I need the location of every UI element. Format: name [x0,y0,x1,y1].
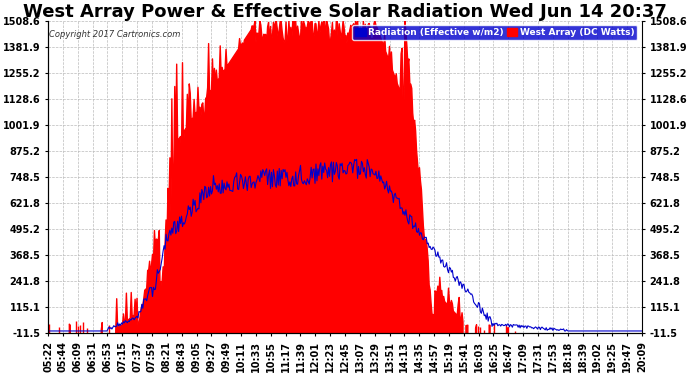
Legend: Radiation (Effective w/m2), West Array (DC Watts): Radiation (Effective w/m2), West Array (… [352,26,638,40]
Text: Copyright 2017 Cartronics.com: Copyright 2017 Cartronics.com [49,30,181,39]
Title: West Array Power & Effective Solar Radiation Wed Jun 14 20:37: West Array Power & Effective Solar Radia… [23,3,667,21]
